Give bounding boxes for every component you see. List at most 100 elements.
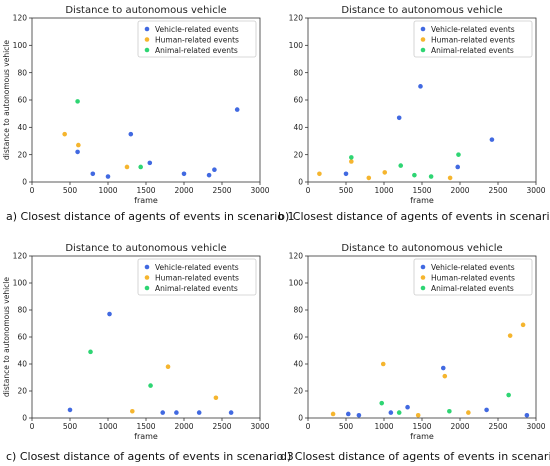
legend-label: Animal-related events bbox=[431, 284, 514, 293]
legend-label: Vehicle-related events bbox=[155, 25, 239, 34]
legend-marker bbox=[144, 264, 150, 270]
data-point bbox=[174, 410, 179, 415]
x-tick-label: 500 bbox=[63, 186, 78, 195]
legend-label: Human-related events bbox=[431, 35, 515, 44]
data-point bbox=[105, 174, 111, 179]
data-point bbox=[213, 395, 219, 401]
data-point bbox=[396, 410, 402, 415]
y-tick-label: 0 bbox=[22, 178, 27, 187]
legend-marker bbox=[144, 47, 150, 53]
legend-marker bbox=[420, 275, 426, 280]
data-point bbox=[506, 392, 511, 398]
data-point bbox=[107, 311, 112, 317]
data-point bbox=[67, 407, 73, 413]
x-tick-label: 2000 bbox=[450, 186, 469, 195]
y-tick-label: 80 bbox=[293, 68, 303, 77]
data-point bbox=[196, 410, 202, 415]
x-tick-label: 0 bbox=[306, 422, 311, 431]
y-tick-label: 0 bbox=[298, 414, 303, 423]
legend-label: Vehicle-related events bbox=[431, 263, 515, 272]
data-point bbox=[212, 167, 217, 172]
data-point bbox=[524, 413, 530, 418]
chart-title: Distance to autonomous vehicle bbox=[341, 5, 502, 16]
data-point bbox=[330, 411, 336, 417]
data-point bbox=[447, 408, 452, 414]
y-axis-label: distance to autonomous vehicle bbox=[2, 40, 11, 160]
data-point bbox=[88, 349, 93, 355]
data-point bbox=[349, 159, 354, 164]
legend-label: Human-related events bbox=[155, 35, 239, 44]
legend-marker bbox=[420, 26, 426, 32]
data-point bbox=[507, 333, 513, 338]
y-tick-label: 60 bbox=[17, 333, 27, 342]
x-tick-label: 2000 bbox=[450, 422, 469, 431]
legend-marker bbox=[144, 285, 150, 291]
data-point bbox=[349, 155, 354, 160]
y-tick-label: 120 bbox=[13, 252, 28, 261]
legend-marker bbox=[144, 26, 150, 32]
data-point bbox=[396, 115, 402, 121]
y-tick-label: 120 bbox=[289, 252, 304, 261]
data-point bbox=[442, 373, 448, 379]
legend-marker bbox=[420, 37, 426, 42]
x-tick-label: 2000 bbox=[174, 186, 193, 195]
x-tick-label: 0 bbox=[30, 186, 35, 195]
y-tick-label: 20 bbox=[17, 387, 27, 396]
legend-marker bbox=[144, 275, 150, 280]
data-point bbox=[455, 164, 461, 170]
data-point bbox=[380, 361, 386, 367]
data-point bbox=[181, 171, 187, 177]
y-tick-label: 80 bbox=[293, 306, 303, 315]
y-tick-label: 120 bbox=[13, 14, 28, 23]
x-axis-label: frame bbox=[410, 196, 434, 205]
x-tick-label: 1500 bbox=[136, 422, 155, 431]
y-tick-label: 40 bbox=[293, 360, 303, 369]
legend-box bbox=[413, 258, 533, 296]
data-point bbox=[206, 172, 212, 178]
y-axis-label: distance to autonomous vehicle bbox=[2, 277, 11, 397]
x-tick-label: 1000 bbox=[374, 422, 393, 431]
y-tick-label: 120 bbox=[289, 14, 304, 23]
data-point bbox=[379, 400, 385, 406]
data-point bbox=[75, 149, 80, 155]
data-point bbox=[234, 107, 240, 112]
chart-title: Distance to autonomous vehicle bbox=[65, 243, 226, 254]
data-point bbox=[345, 411, 351, 417]
data-point bbox=[148, 383, 153, 388]
data-point bbox=[76, 142, 81, 148]
x-tick-label: 1000 bbox=[98, 186, 117, 195]
y-tick-label: 40 bbox=[17, 123, 27, 132]
x-tick-label: 1000 bbox=[98, 422, 117, 431]
data-point bbox=[124, 164, 130, 170]
data-point bbox=[138, 164, 143, 170]
y-tick-label: 0 bbox=[298, 178, 303, 187]
chart-title: Distance to autonomous vehicle bbox=[65, 5, 226, 16]
y-tick-label: 20 bbox=[17, 150, 27, 159]
data-point bbox=[489, 137, 495, 142]
legend-box bbox=[413, 20, 533, 58]
y-tick-label: 100 bbox=[289, 41, 304, 50]
data-point bbox=[160, 410, 166, 415]
legend-box bbox=[137, 20, 257, 58]
x-tick-label: 3000 bbox=[250, 422, 269, 431]
y-tick-label: 20 bbox=[293, 150, 303, 159]
y-tick-label: 60 bbox=[293, 96, 303, 105]
data-point bbox=[520, 322, 526, 328]
x-tick-label: 1500 bbox=[412, 186, 431, 195]
x-axis-label: frame bbox=[134, 196, 158, 205]
data-point bbox=[366, 175, 372, 181]
legend-label: Vehicle-related events bbox=[431, 25, 515, 34]
legend-marker bbox=[144, 37, 150, 42]
x-tick-label: 0 bbox=[306, 186, 311, 195]
legend-box bbox=[137, 258, 257, 296]
x-tick-label: 500 bbox=[339, 186, 354, 195]
x-tick-label: 0 bbox=[30, 422, 35, 431]
x-tick-label: 2500 bbox=[212, 186, 231, 195]
legend-label: Animal-related events bbox=[431, 46, 514, 55]
